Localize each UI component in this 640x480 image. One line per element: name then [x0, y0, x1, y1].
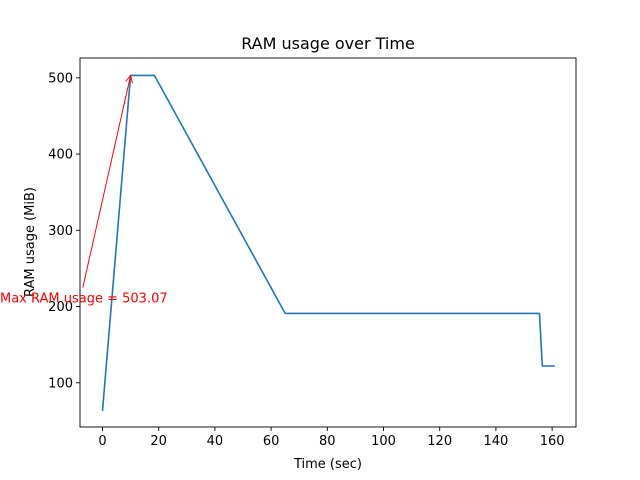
axes-frame	[79, 57, 577, 428]
x-tick-label: 0	[98, 434, 106, 449]
x-tick-label: 40	[207, 434, 224, 449]
y-tick-label: 100	[48, 376, 73, 391]
x-tick-label: 160	[540, 434, 565, 449]
max-annotation-arrowhead	[125, 74, 133, 84]
y-tick-label: 300	[48, 224, 73, 239]
x-axis-label: Time (sec)	[293, 457, 362, 472]
x-tick-label: 80	[319, 434, 336, 449]
y-tick-label: 200	[48, 300, 73, 315]
max-annotation-arrow	[82, 75, 132, 288]
x-tick-label: 140	[483, 434, 508, 449]
y-axis-label: RAM usage (MiB)	[23, 187, 38, 297]
x-tick-label: 20	[150, 434, 167, 449]
y-tick-label: 500	[48, 71, 73, 86]
x-tick-label: 60	[263, 434, 280, 449]
y-tick-label: 400	[48, 148, 73, 163]
max-annotation: Max RAM usage = 503.07	[0, 74, 168, 307]
x-tick-label: 120	[427, 434, 452, 449]
plot-area: 0 20 40 60 80 100 120 140 160 100 200 300 400 500	[48, 57, 577, 449]
max-annotation-label: Max RAM usage = 503.07	[0, 292, 168, 307]
x-tick-label: 100	[371, 434, 396, 449]
chart-title: RAM usage over Time	[241, 34, 415, 53]
